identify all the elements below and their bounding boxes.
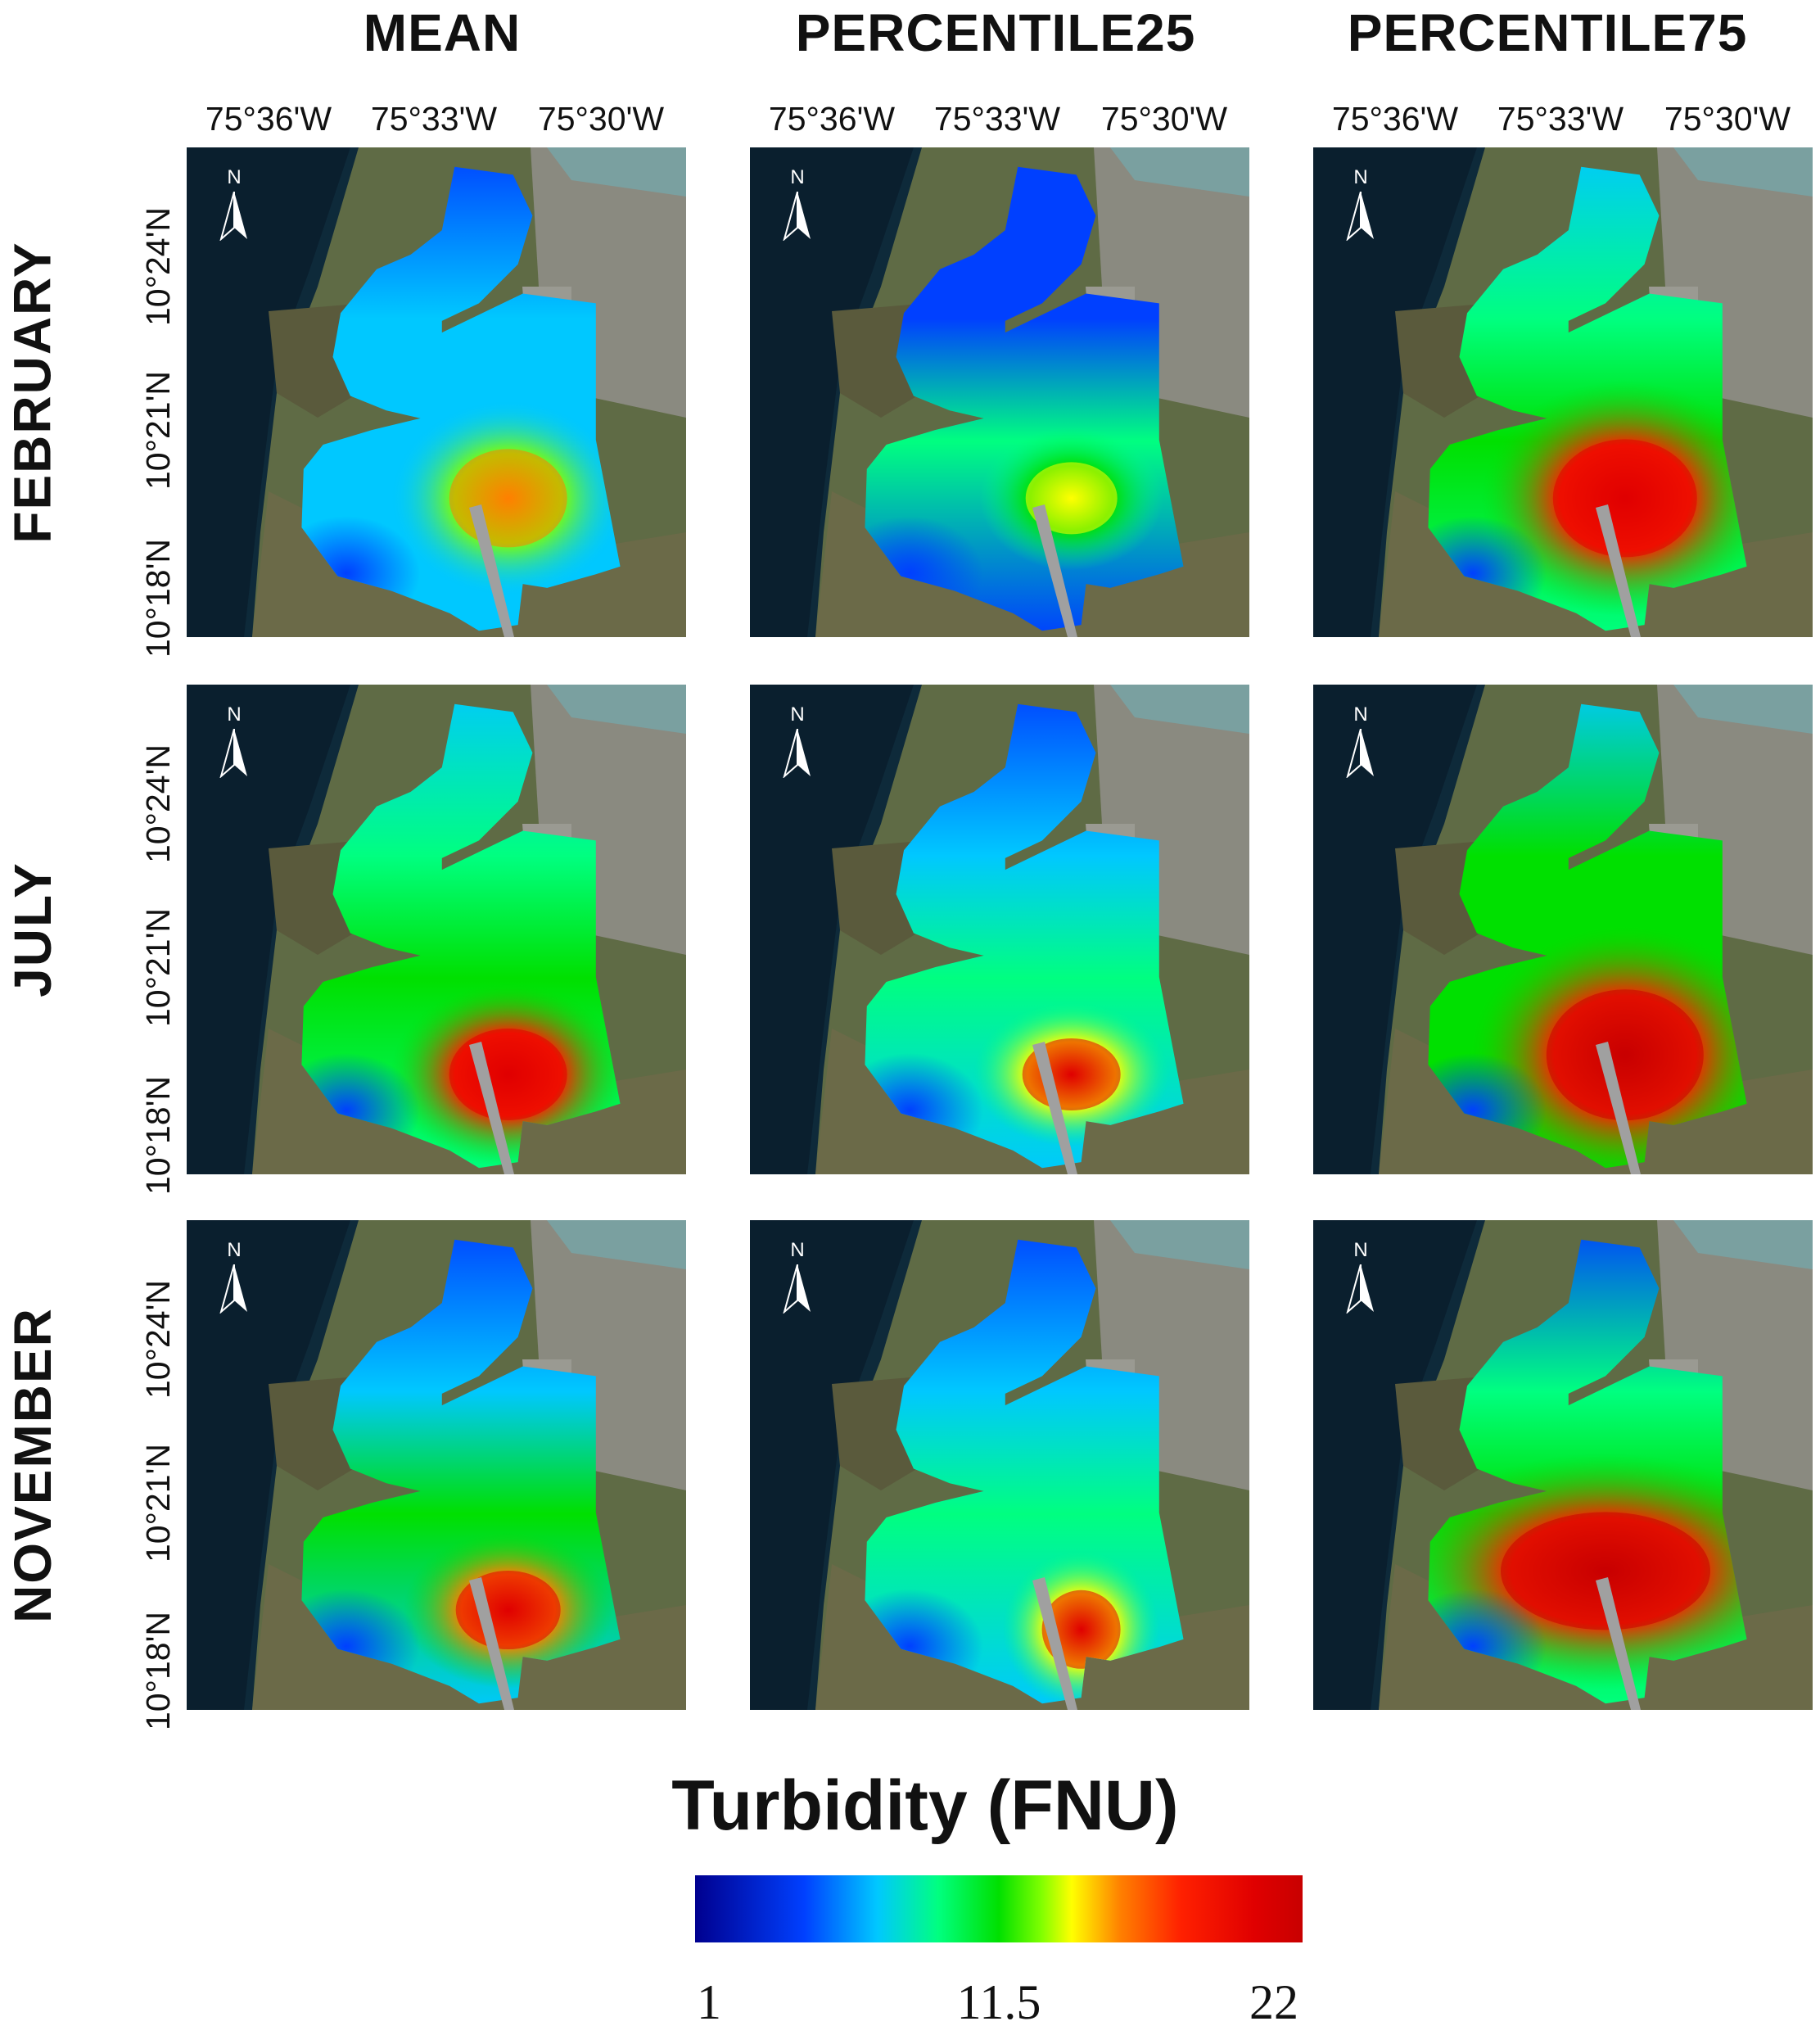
map-panel-february-mean: N [187,147,686,637]
legend-title: Turbidity (FNU) [671,1766,1179,1845]
lon-label: 75°33'W [933,100,1061,138]
north-arrow-icon [219,729,247,778]
row-title-july: JULY [0,685,65,1174]
north-arrow-label: N [1353,1239,1368,1261]
lon-label: 75°30'W [1664,100,1791,138]
map-panel-february-percentile75: N [1313,147,1813,637]
north-arrow: N [210,1240,259,1322]
lat-label: 10°24'N [139,744,178,863]
map-svg [187,147,686,637]
map-svg [1313,147,1813,637]
latitude-labels-row2: 10°24'N 10°21'N 10°18'N [136,685,182,1194]
map-svg [1313,685,1813,1174]
legend-max-label: 22 [1249,1975,1298,2029]
lon-label: 75°33'W [370,100,498,138]
north-arrow: N [1336,1240,1385,1322]
map-svg [187,1220,686,1710]
north-arrow: N [1336,704,1385,786]
north-arrow-icon [1346,192,1374,241]
longitude-labels-col1: 75°36'W 75°33'W 75°30'W [187,97,686,141]
north-arrow-label: N [1353,703,1368,726]
north-arrow-icon [783,192,811,241]
lon-label: 75°36'W [205,100,332,138]
map-panel-november-percentile75: N [1313,1220,1813,1710]
north-arrow-label: N [227,1239,242,1261]
north-arrow: N [773,704,822,786]
lon-label: 75°30'W [537,100,665,138]
north-arrow: N [210,704,259,786]
legend-mid-label: 11.5 [956,1975,1041,2029]
lat-label: 10°18'N [139,538,178,658]
lon-label: 75°33'W [1497,100,1624,138]
lat-label: 10°24'N [139,206,178,326]
north-arrow-icon [219,192,247,241]
north-arrow-label: N [227,703,242,726]
map-panel-february-percentile25: N [750,147,1249,637]
map-panel-july-percentile25: N [750,685,1249,1174]
lon-label: 75°30'W [1100,100,1228,138]
north-arrow: N [773,167,822,249]
north-arrow-icon [219,1264,247,1314]
longitude-labels-col3: 75°36'W 75°33'W 75°30'W [1313,97,1813,141]
row-title-february-text: FEBRUARY [3,241,62,544]
column-title-percentile25: PERCENTILE25 [795,3,1196,62]
north-arrow: N [1336,167,1385,249]
north-arrow-icon [783,1264,811,1314]
map-svg [750,1220,1249,1710]
north-arrow-label: N [790,703,805,726]
map-panel-july-percentile75: N [1313,685,1813,1174]
column-title-mean: MEAN [363,3,522,62]
north-arrow-icon [783,729,811,778]
map-svg [1313,1220,1813,1710]
lon-label: 75°36'W [768,100,896,138]
row-title-november-text: NOVEMBER [3,1307,62,1623]
row-title-november: NOVEMBER [0,1220,65,1710]
longitude-labels-col2: 75°36'W 75°33'W 75°30'W [750,97,1249,141]
map-svg [187,685,686,1174]
north-arrow: N [210,167,259,249]
map-svg [750,685,1249,1174]
lat-label: 10°21'N [139,907,178,1027]
lat-label: 10°18'N [139,1611,178,1730]
map-panel-july-mean: N [187,685,686,1174]
latitude-labels-row1: 10°24'N 10°21'N 10°18'N [136,147,182,657]
row-title-july-text: JULY [3,861,62,997]
legend-color-bar [695,1875,1303,1942]
north-arrow: N [773,1240,822,1322]
north-arrow-label: N [790,166,805,188]
north-arrow-label: N [1353,166,1368,188]
column-title-percentile75: PERCENTILE75 [1347,3,1748,62]
lat-label: 10°18'N [139,1075,178,1195]
lat-label: 10°24'N [139,1279,178,1399]
row-title-february: FEBRUARY [0,147,65,637]
lat-label: 10°21'N [139,1443,178,1562]
north-arrow-icon [1346,1264,1374,1314]
lat-label: 10°21'N [139,370,178,490]
north-arrow-label: N [790,1239,805,1261]
north-arrow-icon [1346,729,1374,778]
map-svg [750,147,1249,637]
legend-min-label: 1 [697,1975,721,2029]
latitude-labels-row3: 10°24'N 10°21'N 10°18'N [136,1220,182,1730]
map-panel-november-percentile25: N [750,1220,1249,1710]
north-arrow-label: N [227,166,242,188]
map-panel-november-mean: N [187,1220,686,1710]
lon-label: 75°36'W [1331,100,1459,138]
